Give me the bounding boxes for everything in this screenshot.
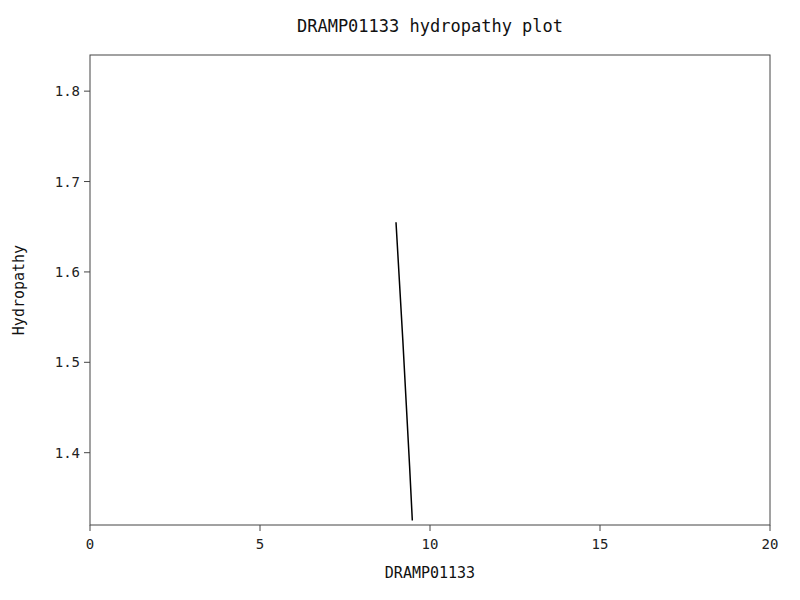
x-axis-label: DRAMP01133	[385, 564, 475, 582]
x-tick-label: 0	[86, 536, 94, 552]
y-tick	[84, 452, 90, 453]
y-tick-label: 1.7	[55, 174, 80, 190]
x-tick	[260, 525, 261, 531]
y-tick-label: 1.6	[55, 264, 80, 280]
x-tick	[90, 525, 91, 531]
y-tick	[84, 91, 90, 92]
y-axis-label: Hydropathy	[10, 245, 28, 335]
y-tick	[84, 181, 90, 182]
y-tick-label: 1.8	[55, 83, 80, 99]
y-tick-label: 1.5	[55, 354, 80, 370]
x-tick-label: 5	[256, 536, 264, 552]
x-tick	[430, 525, 431, 531]
x-tick	[770, 525, 771, 531]
x-axis: 0 5 10 15 20	[86, 525, 779, 552]
y-tick	[84, 271, 90, 272]
y-axis: 1.4 1.5 1.6 1.7 1.8	[55, 83, 90, 461]
y-tick-label: 1.4	[55, 445, 80, 461]
data-line	[396, 222, 412, 520]
x-tick-label: 20	[762, 536, 779, 552]
x-tick-label: 10	[422, 536, 439, 552]
plot-area	[396, 222, 412, 520]
chart-svg: 0 5 10 15 20 1.4 1.5 1.6 1.7 1.8 DRAMP01133 hydrop…	[0, 0, 800, 600]
x-tick-label: 15	[592, 536, 609, 552]
x-tick	[600, 525, 601, 531]
chart-title: DRAMP01133 hydropathy plot	[297, 16, 563, 36]
chart-container: 0 5 10 15 20 1.4 1.5 1.6 1.7 1.8 DRAMP01133 hydrop…	[0, 0, 800, 600]
plot-frame	[90, 55, 770, 525]
y-tick	[84, 362, 90, 363]
